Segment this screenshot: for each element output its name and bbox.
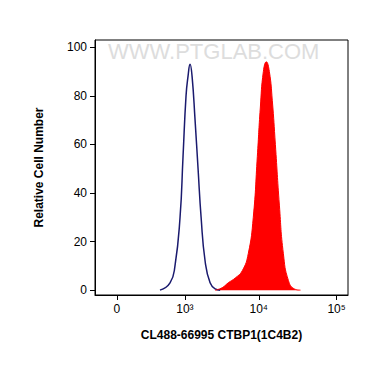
svg-text:40: 40: [74, 186, 88, 200]
svg-text:WWW.PTGLAB.COM: WWW.PTGLAB.COM: [108, 39, 319, 64]
svg-text:60: 60: [74, 137, 88, 151]
svg-text:10⁵: 10⁵: [327, 302, 345, 316]
svg-text:CL488-66995 CTBP1(1C4B2): CL488-66995 CTBP1(1C4B2): [141, 328, 302, 342]
svg-text:Relative Cell Number: Relative Cell Number: [32, 107, 46, 227]
svg-text:10³: 10³: [176, 302, 193, 316]
svg-text:10⁴: 10⁴: [250, 302, 269, 316]
svg-text:0: 0: [80, 283, 87, 297]
svg-text:100: 100: [67, 40, 87, 54]
svg-text:20: 20: [74, 235, 88, 249]
svg-text:80: 80: [74, 89, 88, 103]
svg-text:0: 0: [113, 302, 120, 316]
